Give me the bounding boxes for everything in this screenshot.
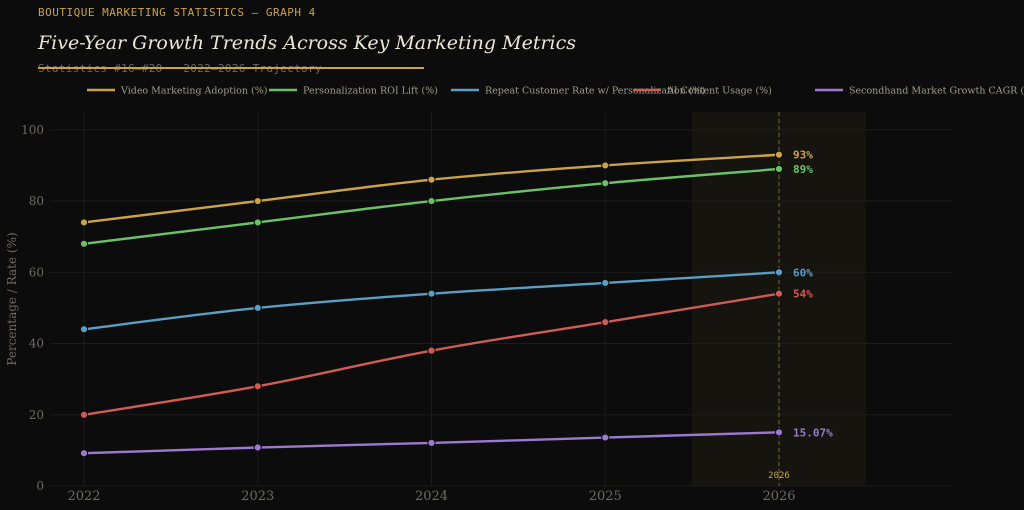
data-point <box>427 289 436 298</box>
data-point <box>774 268 784 277</box>
data-point <box>427 438 436 448</box>
legend-label: Repeat Customer Rate w/ Personalization … <box>485 86 705 97</box>
x-tick-label: 2025 <box>589 489 622 504</box>
data-point <box>79 239 89 248</box>
data-point <box>774 289 784 298</box>
data-point <box>601 161 610 170</box>
data-point <box>774 150 784 159</box>
y-tick-label: 100 <box>21 123 44 137</box>
legend-label: AI Content Usage (%) <box>666 86 772 97</box>
y-tick-label: 20 <box>29 408 44 422</box>
data-point <box>253 196 262 206</box>
y-tick-label: 40 <box>29 337 44 351</box>
x-tick-label: 2023 <box>241 489 274 504</box>
legend-label: Personalization ROI Lift (%) <box>303 86 438 97</box>
data-point <box>601 433 610 442</box>
data-point <box>427 196 436 206</box>
end-value-label: 15.07% <box>793 426 833 439</box>
data-point <box>253 303 262 313</box>
y-tick-label: 60 <box>29 265 44 279</box>
end-value-label: 89% <box>793 163 813 176</box>
data-point <box>774 428 784 437</box>
legend-label: Video Marketing Adoption (%) <box>120 86 267 97</box>
data-point <box>427 175 436 184</box>
chart-kicker: BOUTIQUE MARKETING STATISTICS — GRAPH 4 <box>38 6 316 19</box>
end-value-label: 93% <box>793 149 813 162</box>
chart-title: Five-Year Growth Trends Across Key Marke… <box>38 32 577 54</box>
data-point <box>601 318 610 327</box>
y-axis-label: Percentage / Rate (%) <box>5 232 19 365</box>
data-point <box>79 325 89 334</box>
x-tick-label: 2024 <box>415 489 448 504</box>
legend-label: Secondhand Market Growth CAGR (%) <box>849 86 1024 97</box>
data-point <box>79 449 89 458</box>
highlight-label: 2026 <box>768 471 790 481</box>
x-tick-label: 2026 <box>762 489 795 504</box>
data-point <box>601 278 610 288</box>
data-point <box>79 218 89 227</box>
end-value-label: 54% <box>793 288 813 301</box>
data-point <box>253 382 262 391</box>
data-point <box>79 410 89 419</box>
data-point <box>253 218 262 227</box>
y-tick-label: 80 <box>29 194 44 208</box>
end-value-label: 60% <box>793 266 813 279</box>
x-tick-label: 2022 <box>67 489 100 504</box>
data-point <box>601 179 610 188</box>
data-point <box>253 443 262 452</box>
title-underline <box>38 67 424 69</box>
y-tick-label: 0 <box>36 479 44 493</box>
data-point <box>774 164 784 174</box>
data-point <box>427 346 436 355</box>
